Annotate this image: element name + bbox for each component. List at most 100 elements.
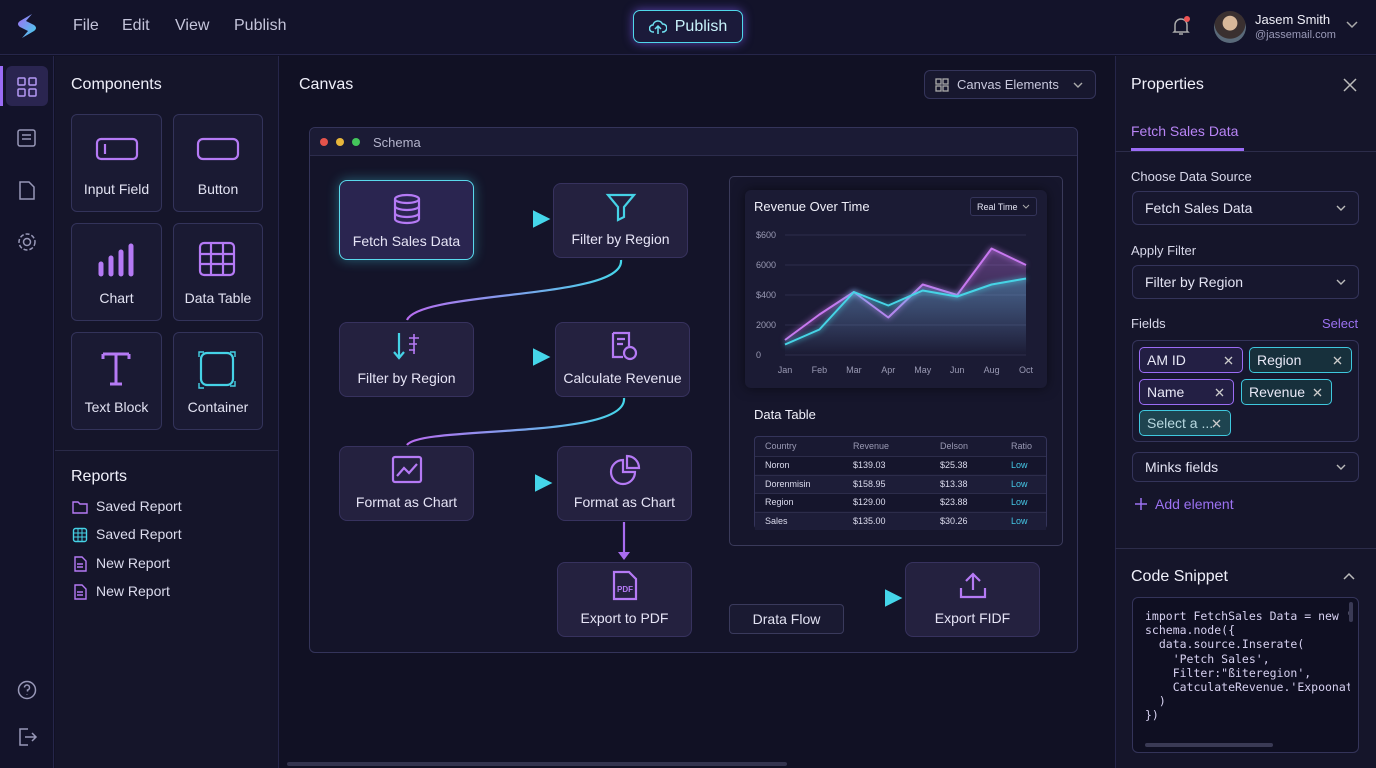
flow-node[interactable]: Format as Chart xyxy=(339,446,474,521)
code-box: import FetchSales Data = new 'Fe schema.n… xyxy=(1132,597,1359,753)
chip-remove[interactable] xyxy=(1215,388,1224,397)
chip-remove[interactable] xyxy=(1224,356,1233,365)
chip-remove[interactable] xyxy=(1333,356,1342,365)
code-title: Code Snippet xyxy=(1131,568,1228,585)
code-line: 'Petch Sales', xyxy=(1145,651,1270,666)
field-chip[interactable]: Region xyxy=(1249,347,1352,373)
flow-node[interactable]: Format as Chart xyxy=(557,446,692,521)
report-item[interactable]: Saved Report xyxy=(96,526,182,543)
properties-tab[interactable]: Fetch Sales Data xyxy=(1131,123,1239,139)
notifications[interactable] xyxy=(1170,15,1192,37)
chip-label: AM ID xyxy=(1147,352,1186,368)
tab-underline xyxy=(1131,148,1244,151)
chip-remove[interactable] xyxy=(1212,419,1221,428)
menu-item[interactable]: File xyxy=(73,17,99,34)
y-tick-label: 2000 xyxy=(756,320,776,330)
add-element[interactable]: Add element xyxy=(1155,496,1234,512)
x-tick-label: Feb xyxy=(812,365,828,375)
component-card[interactable]: Button xyxy=(173,114,263,212)
user-menu-chevron[interactable] xyxy=(1346,21,1358,29)
close-button[interactable] xyxy=(1343,78,1357,92)
component-label: Container xyxy=(187,399,249,415)
table-header: Revenue xyxy=(853,441,890,451)
flow-node[interactable]: Calculate Revenue xyxy=(555,322,690,397)
y-tick-label: $400 xyxy=(756,290,776,300)
canvas-elements-select[interactable]: Canvas Elements xyxy=(924,70,1096,99)
table-title: Data Table xyxy=(754,407,816,422)
chip-remove[interactable] xyxy=(1313,388,1322,397)
rail-icons xyxy=(17,77,38,746)
field-chip[interactable]: Revenue xyxy=(1241,379,1332,405)
chart: 0 2000 $400 6000 $600 Jan Feb Mar Apr May Jun Aug Oc… xyxy=(756,230,1034,375)
select-value: Fetch Sales Data xyxy=(1145,200,1253,216)
publish-label: Publish xyxy=(674,17,728,35)
flow-node[interactable]: Export FIDF xyxy=(905,562,1040,637)
select-value: Real Time xyxy=(977,201,1018,212)
field-chip[interactable]: Name xyxy=(1139,379,1234,405)
component-card[interactable]: Text Block xyxy=(71,332,162,430)
range-select[interactable]: Real Time xyxy=(970,197,1037,216)
table-row xyxy=(755,511,1046,530)
code-line: }) xyxy=(1145,708,1159,723)
table-cell: Low xyxy=(1011,515,1028,526)
node-label: Calculate Revenue xyxy=(563,370,682,386)
report-item[interactable]: New Report xyxy=(96,582,170,599)
field-chip[interactable]: AM ID xyxy=(1139,347,1243,373)
table-cell: Sales xyxy=(765,515,788,526)
flow-node[interactable]: Filter by Region xyxy=(553,183,688,258)
rail-active xyxy=(6,66,48,106)
table-cell: Low xyxy=(1011,460,1028,470)
table-row xyxy=(755,493,1046,511)
table-cell: Dorenmisin xyxy=(765,478,811,489)
select-value: Minks fields xyxy=(1145,459,1219,475)
flow-node[interactable]: Fetch Sales Data xyxy=(339,180,474,260)
field-label: Choose Data Source xyxy=(1131,169,1252,184)
flow-label: Drata Flow xyxy=(729,604,844,634)
y-tick-label: 6000 xyxy=(756,260,776,270)
filter-select[interactable]: Filter by Region xyxy=(1132,265,1359,299)
x-tick-label: Apr xyxy=(881,365,895,375)
schema-title: Schema xyxy=(373,135,421,150)
field-chip[interactable]: Select a ... xyxy=(1139,410,1231,436)
x-tick-label: Oct xyxy=(1019,365,1034,375)
scrollbar[interactable] xyxy=(287,762,787,766)
divider xyxy=(1115,548,1376,549)
line-area xyxy=(785,278,1026,355)
x-tick-label: Jun xyxy=(950,365,965,375)
table-cell: $23.88 xyxy=(940,497,968,507)
table-cell: $129.00 xyxy=(853,497,886,507)
report-item[interactable]: Saved Report xyxy=(96,498,182,514)
menu-item[interactable]: Edit xyxy=(122,17,150,34)
icon xyxy=(959,572,986,599)
menu-item[interactable]: Publish xyxy=(234,17,287,34)
flow-node[interactable]: PDF Export to PDF xyxy=(557,562,692,637)
components-title: Components xyxy=(71,76,162,93)
code-scrollbar-v[interactable] xyxy=(1349,602,1353,622)
component-label: Chart xyxy=(99,290,134,306)
flow-node[interactable]: Filter by Region xyxy=(339,322,474,397)
more-fields-select[interactable]: Minks fields xyxy=(1132,452,1359,482)
node-label: Format as Chart xyxy=(573,494,676,510)
component-card[interactable]: Input Field xyxy=(71,114,162,212)
field-label: Apply Filter xyxy=(1131,243,1197,258)
select-value: Filter by Region xyxy=(1145,274,1244,290)
node-label: Fetch Sales Data xyxy=(352,233,461,249)
code-scrollbar[interactable] xyxy=(1145,743,1273,747)
publish-button[interactable]: Publish xyxy=(633,10,743,43)
component-card[interactable]: Chart xyxy=(71,223,162,321)
report-item[interactable]: New Report xyxy=(96,554,170,571)
reports-title: Reports xyxy=(71,468,128,485)
menu-item[interactable]: View xyxy=(175,17,210,34)
component-card[interactable]: Container xyxy=(173,332,263,430)
collapse-chevron[interactable] xyxy=(1343,572,1355,580)
component-card[interactable]: Data Table xyxy=(173,223,263,321)
code-line: schema.node({ xyxy=(1145,623,1236,638)
component-label: Data Table xyxy=(184,290,252,306)
y-tick-label: $600 xyxy=(756,230,776,240)
table-cell: $30.26 xyxy=(940,515,968,526)
avatar[interactable] xyxy=(1214,11,1246,43)
icon xyxy=(198,241,236,277)
select-link[interactable]: Select xyxy=(1322,316,1359,331)
data-source-select[interactable]: Fetch Sales Data xyxy=(1132,191,1359,225)
